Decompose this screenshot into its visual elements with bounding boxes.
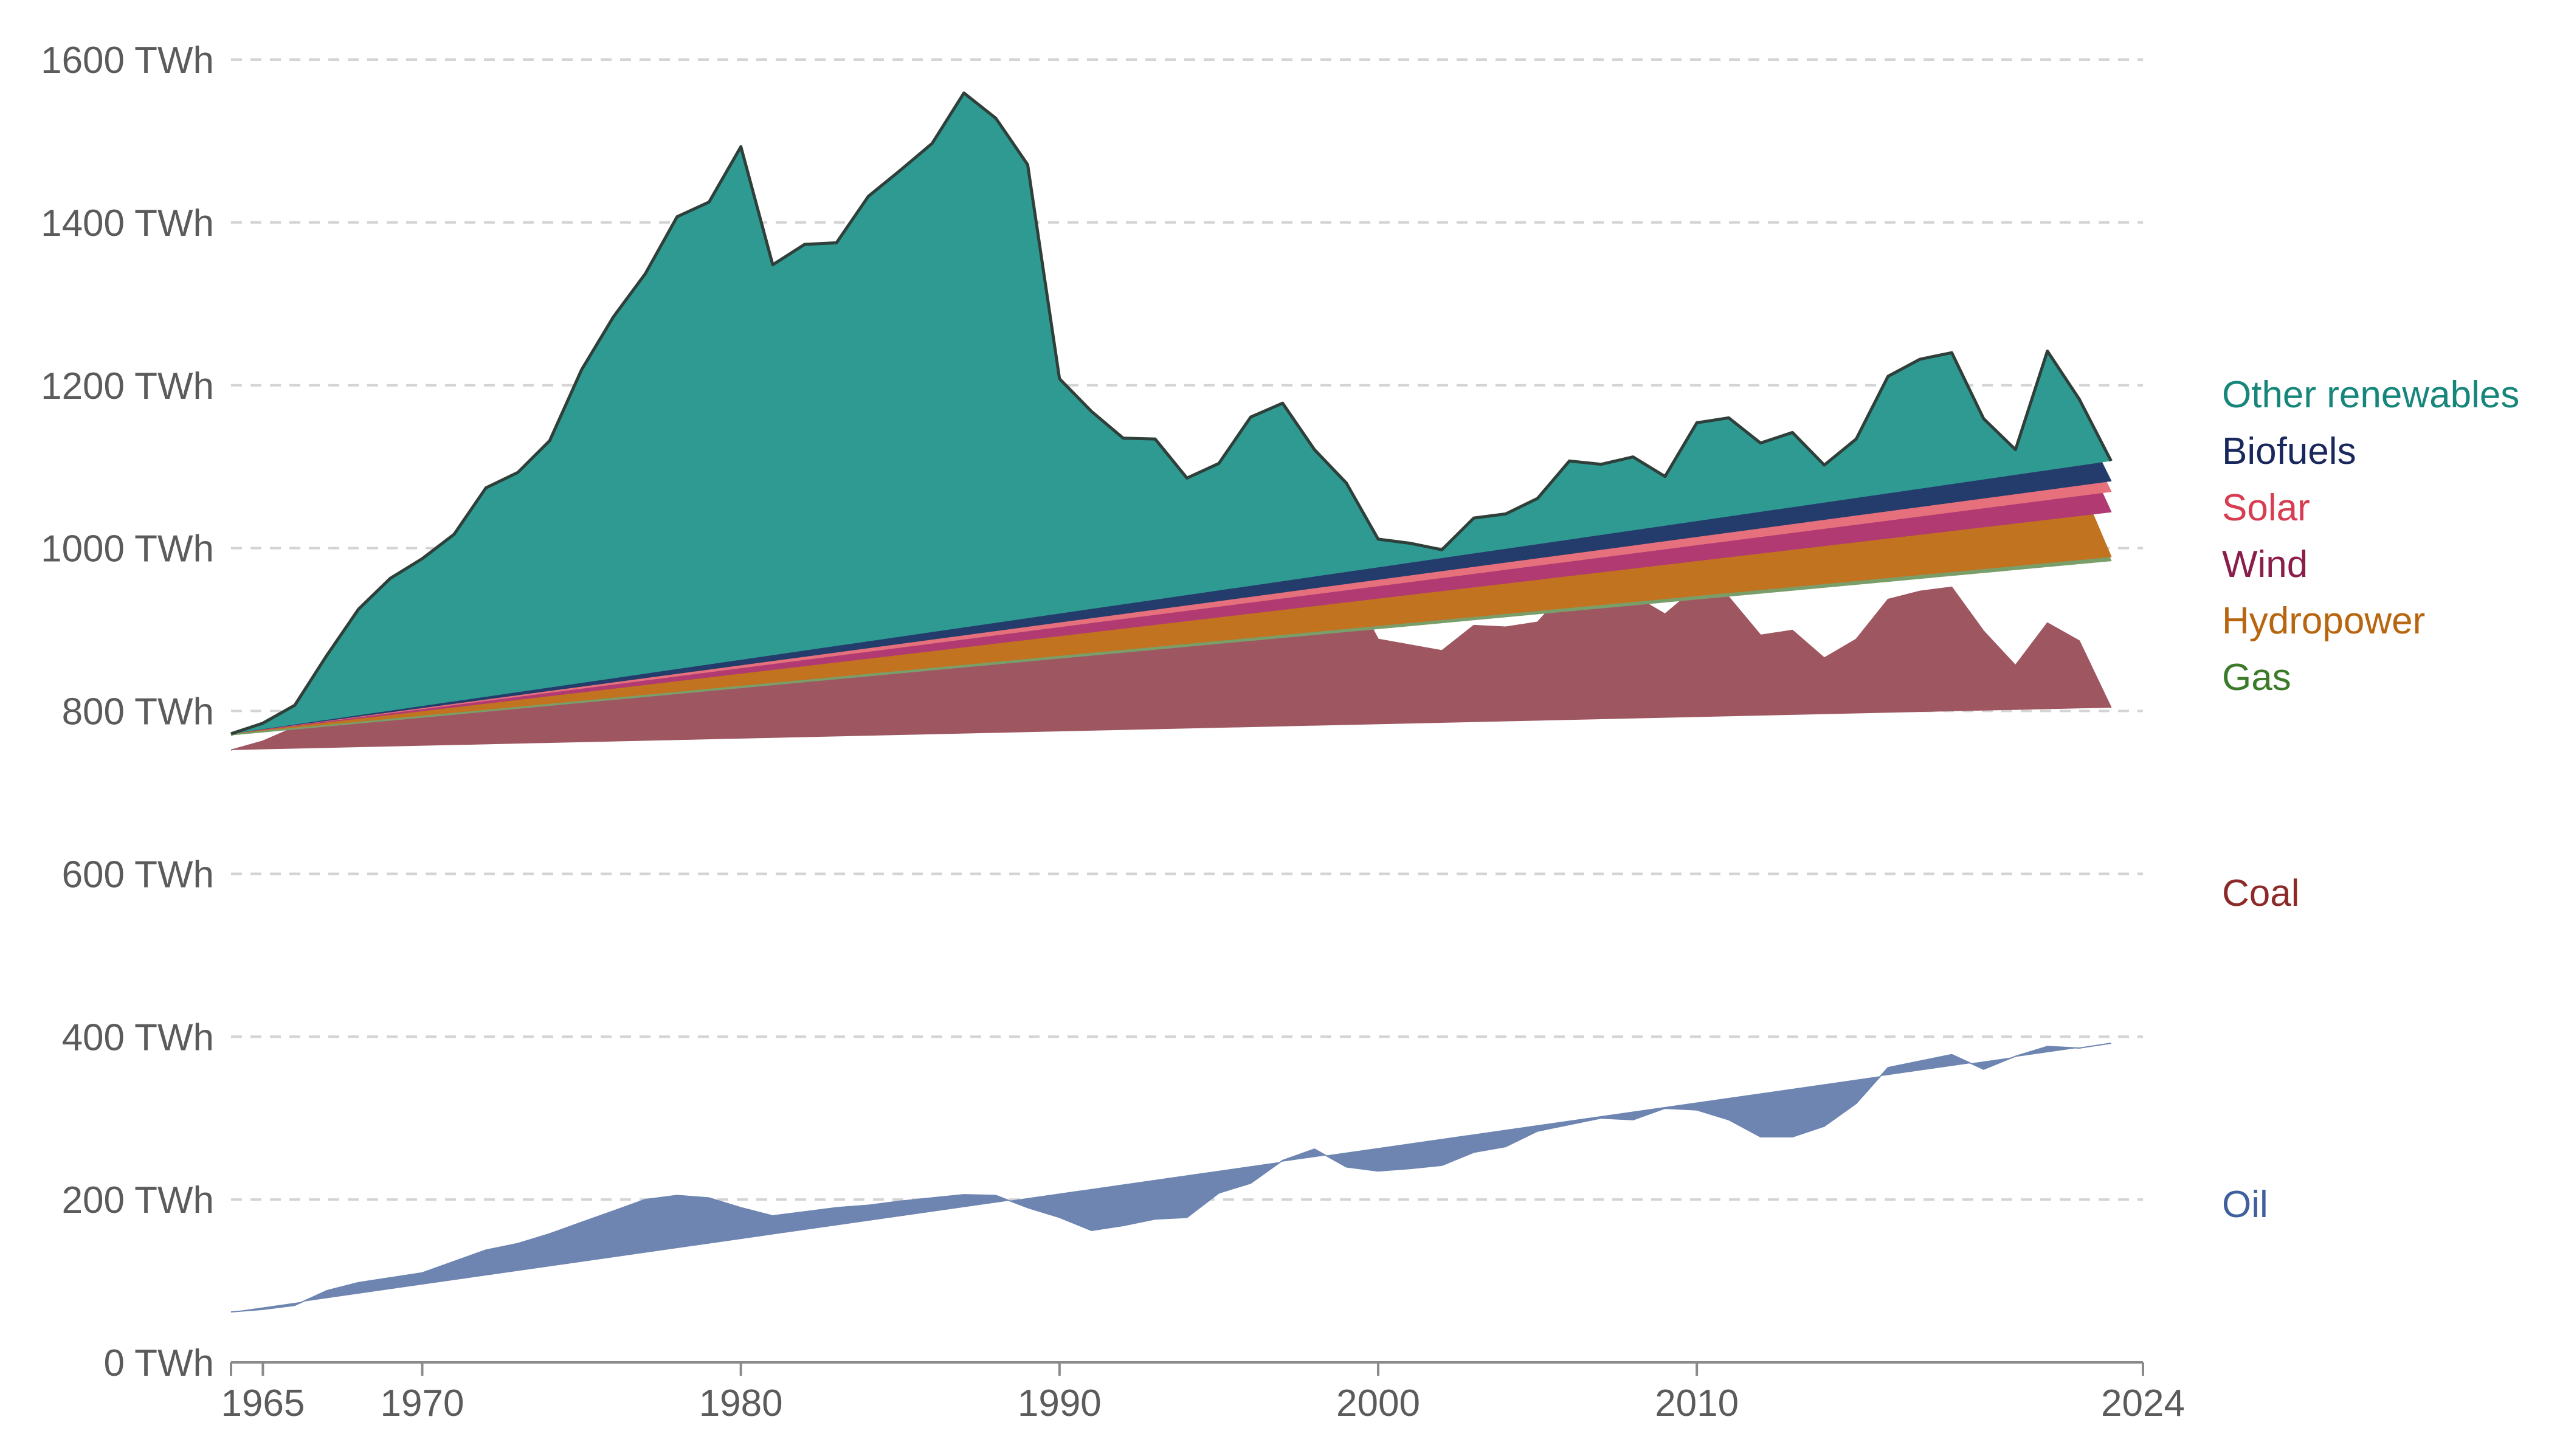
x-tick-label: 1980: [699, 1382, 783, 1424]
x-tick-label: 1965: [221, 1382, 305, 1424]
x-tick-label: 1990: [1018, 1382, 1102, 1424]
legend-label-hydropower[interactable]: Hydropower: [2222, 600, 2425, 642]
y-tick-label: 1200 TWh: [41, 365, 214, 407]
legend-label-gas[interactable]: Gas: [2222, 657, 2291, 699]
x-tick-label: 2000: [1336, 1382, 1420, 1424]
area-oil[interactable]: [230, 1043, 2111, 1313]
legend-label-solar[interactable]: Solar: [2222, 487, 2310, 529]
x-tick-label: 1970: [381, 1382, 464, 1424]
y-tick-label: 800 TWh: [62, 691, 214, 733]
axes: 0 TWh 200 TWh 400 TWh 600 TWh 800 TWh 1000 TW…: [41, 40, 2185, 1424]
y-tick-label: 200 TWh: [62, 1179, 214, 1221]
area-series: [230, 91, 2113, 1313]
y-tick-label: 1400 TWh: [41, 202, 214, 244]
x-tick-label: 2024: [2101, 1382, 2185, 1424]
y-tick-label: 0 TWh: [104, 1342, 214, 1384]
y-tick-label: 400 TWh: [62, 1016, 214, 1058]
legend-label-other-renewables[interactable]: Other renewables: [2222, 374, 2519, 416]
y-tick-label: 600 TWh: [62, 854, 214, 895]
y-tick-label: 1600 TWh: [41, 40, 214, 81]
y-tick-label: 1000 TWh: [41, 528, 214, 570]
x-tick-label: 2010: [1655, 1382, 1739, 1424]
legend-label-oil[interactable]: Oil: [2222, 1184, 2268, 1226]
legend-label-biofuels[interactable]: Biofuels: [2222, 430, 2356, 472]
legend-label-coal[interactable]: Coal: [2222, 872, 2300, 914]
legend-label-wind[interactable]: Wind: [2222, 543, 2308, 585]
stack-outline: [230, 91, 2113, 736]
legend: Other renewables Biofuels Solar Wind Hydropo…: [2222, 374, 2519, 1226]
